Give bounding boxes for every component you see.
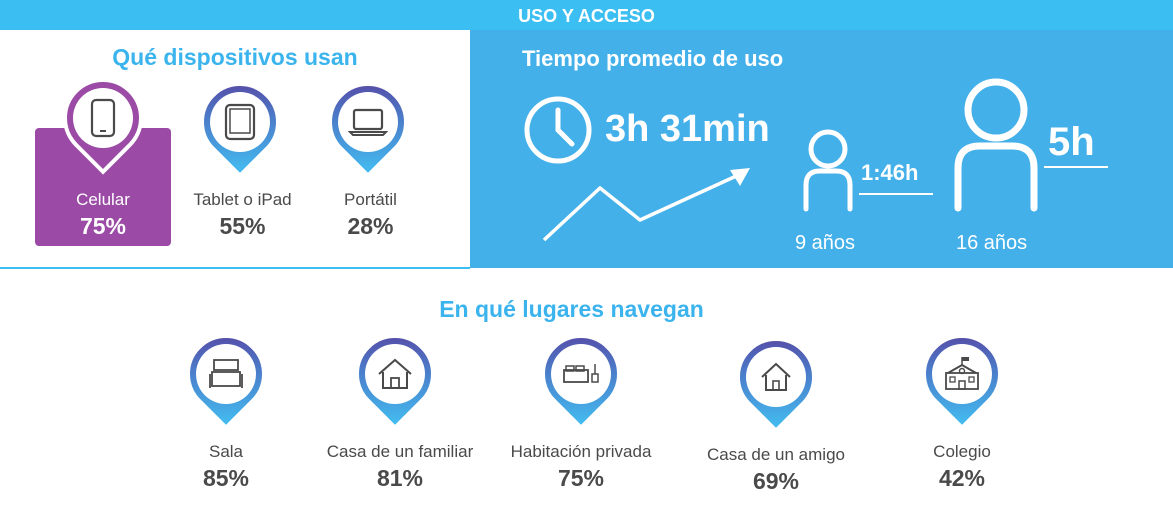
house-icon bbox=[378, 358, 412, 389]
place-percent-amigo: 69% bbox=[752, 468, 800, 494]
place-pin-habitacion[interactable] bbox=[524, 317, 638, 431]
place-percent-familiar: 81% bbox=[376, 465, 424, 491]
teen-time: 5h bbox=[1048, 120, 1095, 164]
devices-title: Qué dispositivos usan bbox=[112, 44, 358, 70]
child-time-line bbox=[859, 193, 933, 195]
clock-icon bbox=[524, 96, 592, 164]
teen-person-icon bbox=[954, 78, 1038, 212]
child-age: 9 años bbox=[795, 232, 856, 254]
laptop-icon bbox=[348, 108, 388, 136]
device-label-celular: Celular bbox=[76, 190, 130, 209]
section-divider bbox=[0, 267, 470, 269]
place-label-habitacion: Habitación privada bbox=[510, 442, 652, 461]
child-time: 1:46h bbox=[861, 160, 919, 185]
place-percent-colegio: 42% bbox=[938, 465, 986, 491]
school-icon bbox=[945, 357, 979, 390]
place-label-colegio: Colegio bbox=[933, 442, 991, 461]
living-room-icon bbox=[209, 359, 243, 388]
smartphone-icon bbox=[90, 98, 116, 138]
usage-title: Tiempo promedio de uso bbox=[522, 46, 784, 71]
small-house-icon bbox=[761, 362, 791, 391]
teen-age: 16 años bbox=[956, 232, 1028, 254]
places-title: En qué lugares navegan bbox=[439, 296, 704, 322]
average-time: 3h 31min bbox=[605, 108, 770, 150]
section-banner: USO Y ACCESO bbox=[0, 0, 1173, 30]
teen-time-line bbox=[1044, 166, 1108, 168]
trend-arrow-icon bbox=[542, 168, 750, 242]
place-percent-habitacion: 75% bbox=[557, 465, 605, 491]
device-label-portatil: Portátil bbox=[344, 190, 397, 209]
place-pin-sala[interactable] bbox=[169, 317, 283, 431]
device-label-tablet: Tablet o iPad bbox=[193, 190, 292, 209]
tablet-icon bbox=[224, 103, 256, 141]
device-percent-tablet: 55% bbox=[219, 213, 266, 239]
place-label-amigo: Casa de un amigo bbox=[707, 445, 845, 464]
place-label-familiar: Casa de un familiar bbox=[326, 442, 474, 461]
place-pin-familiar[interactable] bbox=[338, 317, 452, 431]
place-label-sala: Sala bbox=[208, 442, 244, 461]
place-pin-colegio[interactable] bbox=[905, 317, 1019, 431]
device-percent-portatil: 28% bbox=[347, 213, 394, 239]
device-pin-celular[interactable] bbox=[46, 61, 160, 175]
device-pin-portatil[interactable] bbox=[311, 65, 425, 179]
usage-panel: Tiempo promedio de uso 3h 31min 1:46h 9 … bbox=[470, 30, 1173, 268]
child-person-icon bbox=[803, 129, 853, 212]
bedroom-icon bbox=[563, 364, 599, 383]
place-pin-amigo[interactable] bbox=[719, 320, 833, 434]
place-percent-sala: 85% bbox=[202, 465, 250, 491]
device-pin-tablet[interactable] bbox=[183, 65, 297, 179]
device-percent-celular: 75% bbox=[79, 213, 127, 239]
